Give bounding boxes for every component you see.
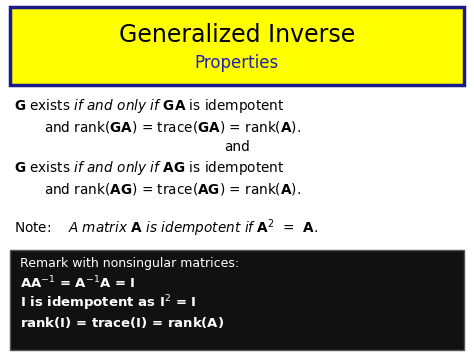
FancyBboxPatch shape: [10, 7, 464, 85]
Text: Remark with nonsingular matrices:: Remark with nonsingular matrices:: [20, 257, 239, 269]
Text: Note:    $\mathit{A\ matrix}$ $\mathbf{A}$ $\mathit{is\ idempotent\ if}$ $\mathb: Note: $\mathit{A\ matrix}$ $\mathbf{A}$ …: [14, 217, 318, 239]
Text: Generalized Inverse: Generalized Inverse: [119, 23, 355, 47]
Text: $\mathbf{G}$ exists $\mathit{if\ and\ only\ if}$ $\mathbf{AG}$ is idempotent: $\mathbf{G}$ exists $\mathit{if\ and\ on…: [14, 159, 284, 177]
Text: and rank($\mathbf{GA}$) = trace($\mathbf{GA}$) = rank($\mathbf{A}$).: and rank($\mathbf{GA}$) = trace($\mathbf…: [44, 119, 301, 135]
Text: Properties: Properties: [195, 54, 279, 72]
Text: rank($\mathbf{I}$) = trace($\mathbf{I}$) = rank($\mathbf{A}$): rank($\mathbf{I}$) = trace($\mathbf{I}$)…: [20, 316, 224, 331]
Text: and: and: [224, 140, 250, 154]
Text: $\mathbf{AA}^{-1}$ = $\mathbf{A}^{-1}\mathbf{A}$ = $\mathbf{I}$: $\mathbf{AA}^{-1}$ = $\mathbf{A}^{-1}\ma…: [20, 275, 136, 291]
Text: and rank($\mathbf{AG}$) = trace($\mathbf{AG}$) = rank($\mathbf{A}$).: and rank($\mathbf{AG}$) = trace($\mathbf…: [44, 181, 301, 197]
FancyBboxPatch shape: [10, 250, 464, 350]
Text: $\mathbf{G}$ exists $\mathit{if\ and\ only\ if}$ $\mathbf{GA}$ is idempotent: $\mathbf{G}$ exists $\mathit{if\ and\ on…: [14, 97, 284, 115]
Text: $\mathbf{I}$ is idempotent as $\mathbf{I}^{2}$ = $\mathbf{I}$: $\mathbf{I}$ is idempotent as $\mathbf{I…: [20, 293, 196, 313]
